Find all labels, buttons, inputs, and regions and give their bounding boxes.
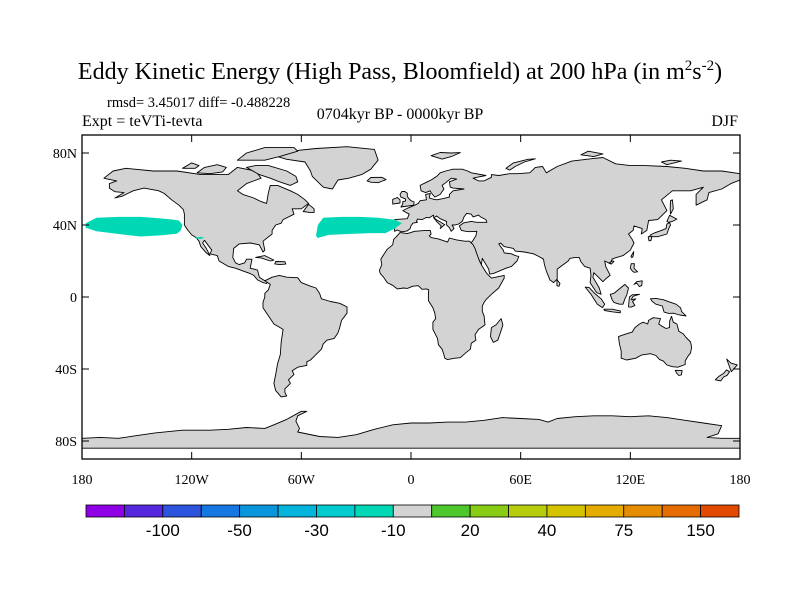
colorbar-box	[469, 504, 509, 518]
lon-tick-label: 60W	[288, 473, 316, 488]
landmass-japan-hokkaido	[666, 214, 678, 223]
landmass-sri-lanka	[556, 279, 561, 287]
anomaly-north-pacific-negative-small	[195, 236, 205, 239]
colorbar: -100 -50 -30 -10 20 40 75 150	[85, 504, 740, 540]
experiment-text: Expt = teVTi-tevta	[82, 113, 203, 130]
colorbar-label: -30	[304, 521, 329, 540]
landmass-new-siberian-islands	[660, 159, 682, 166]
landmass-luzon	[629, 263, 639, 273]
title-superscript-minus2: -2	[701, 58, 715, 74]
landmass-hainan	[609, 260, 615, 265]
colorbar-box	[431, 504, 471, 518]
landmass-banks-island	[182, 162, 200, 169]
lon-tick-label: 120E	[616, 473, 646, 488]
landmass-new-guinea	[649, 297, 687, 317]
colorbar-box	[508, 504, 548, 518]
landmass-iceland	[366, 176, 387, 184]
colorbar-label: -100	[146, 521, 180, 540]
landmass-australia	[618, 315, 693, 368]
landmass-new-zealand-south	[714, 369, 731, 382]
lat-tick-label: 40N	[53, 219, 77, 234]
colorbar-label: -10	[381, 521, 406, 540]
lat-tick-label: 40S	[55, 363, 77, 378]
colorbar-box	[124, 504, 164, 518]
lon-tick-label: 180	[72, 473, 93, 488]
colorbar-box	[200, 504, 241, 518]
landmass-new-zealand-north	[726, 358, 738, 373]
landmass-eurasia	[394, 157, 740, 295]
landmass-great-britain	[399, 191, 415, 208]
lon-tick-label: 60E	[509, 473, 532, 488]
landmass-novaya-zemlya	[505, 158, 536, 171]
colorbar-box	[277, 504, 317, 518]
landmass-tasmania	[674, 369, 683, 376]
anomaly-layer	[85, 216, 402, 239]
colorbar-box	[316, 504, 356, 518]
landmass-victoria-island	[196, 164, 227, 175]
landmass-greenland	[277, 146, 379, 190]
colorbar-box	[661, 504, 701, 518]
landmass-baffin-island	[246, 165, 299, 186]
colorbar-box	[623, 504, 663, 518]
landmass-borneo	[609, 283, 629, 305]
colorbar-box	[162, 504, 202, 518]
season-text: DJF	[711, 113, 738, 130]
anomaly-north-pacific-negative	[85, 216, 183, 237]
lon-tick-label: 180	[730, 473, 751, 488]
landmass-madagascar	[490, 318, 504, 343]
axis-ticks: 180 120W 60W 0 60E 120E 180 80N 40N 0 40S 80S	[53, 135, 751, 488]
colorbar-box	[239, 504, 279, 518]
land-layer	[82, 146, 740, 449]
title-main: Eddy Kinetic Energy (High Pass, Bloomfie…	[77, 59, 685, 85]
landmass-ellesmere-island	[236, 147, 299, 161]
anomaly-north-atlantic-negative	[316, 216, 402, 238]
colorbar-box	[392, 504, 433, 518]
period-text: 0704kyr BP - 0000kyr BP	[316, 106, 484, 123]
colorbar-label: 75	[614, 521, 633, 540]
landmass-africa	[378, 229, 505, 361]
lat-tick-label: 80N	[53, 147, 77, 162]
lat-tick-label: 0	[70, 291, 77, 306]
landmass-newfoundland	[302, 203, 315, 213]
colorbar-label: 40	[537, 521, 556, 540]
landmass-north-america	[103, 166, 310, 284]
landmass-south-america	[262, 274, 348, 398]
colorbar-box	[584, 504, 625, 518]
landmass-japan-honshu	[649, 222, 671, 238]
landmass-japan-kyushu	[647, 235, 653, 242]
colorbar-box	[354, 504, 394, 518]
stats-text: rmsd= 3.45017 diff= -0.488228	[107, 95, 291, 111]
title-close-paren: )	[714, 59, 723, 85]
colorbar-label: 20	[461, 521, 480, 540]
lat-tick-label: 80S	[55, 435, 77, 450]
landmass-taiwan	[630, 251, 635, 259]
colorbar-box	[546, 504, 586, 518]
figure-title: Eddy Kinetic Energy (High Pass, Bloomfie…	[0, 58, 800, 86]
landmass-sakhalin	[669, 199, 674, 215]
landmass-mindanao	[633, 280, 643, 288]
landmass-sumatra	[584, 286, 606, 309]
landmass-cuba	[255, 255, 275, 262]
title-superscript-2: 2	[684, 58, 693, 74]
landmass-svalbard	[430, 152, 461, 160]
colorbar-box	[85, 504, 125, 518]
lon-tick-label: 120W	[175, 473, 210, 488]
colorbar-box	[700, 504, 740, 518]
landmass-hispaniola	[274, 261, 287, 266]
title-s: s	[692, 59, 702, 85]
landmass-java	[603, 308, 621, 314]
colorbar-label: 150	[686, 521, 714, 540]
landmass-ireland	[392, 197, 401, 205]
colorbar-label: -50	[227, 521, 252, 540]
landmass-severnaya-zemlya	[580, 150, 604, 158]
landmass-sulawesi	[628, 293, 640, 308]
landmass-antarctica-west-cap	[82, 410, 740, 449]
lon-tick-label: 0	[408, 473, 415, 488]
